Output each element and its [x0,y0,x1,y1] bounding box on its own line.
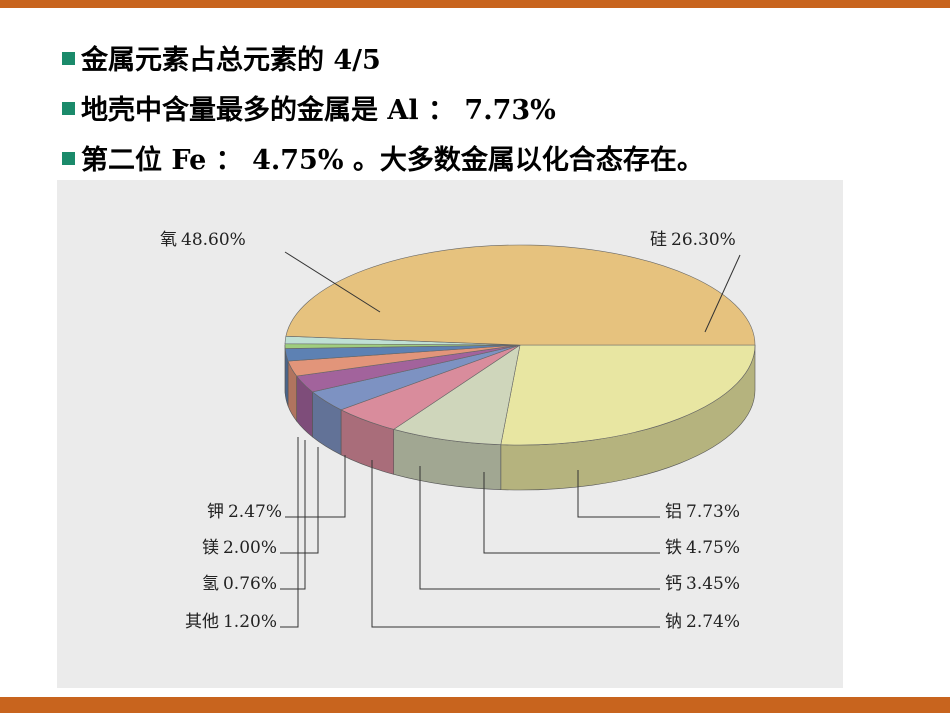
slice-category: 镁 [202,538,219,558]
pie-slice [392,344,521,445]
leader-line [284,251,381,313]
slice-value: 3.45% [686,574,740,594]
pie-slice [500,344,756,446]
slice-label: 硅 26.30% [650,230,736,250]
slice-value: 2.74% [686,612,740,632]
bottom-bar [0,697,950,713]
leader-line [483,472,660,554]
bullet: 第二位 Fe ： 4.75% 。大多数金属以化合态存在。 [62,136,704,186]
slice-value: 4.75% [686,538,740,558]
slice-category: 铝 [665,502,682,522]
slice-category: 钾 [207,502,224,522]
leader-line [280,440,306,590]
slice-value: 7.73% [686,502,740,522]
slice-label: 铝 7.73% [665,502,740,522]
slice-category: 铁 [665,538,682,558]
slice-label: 其他 1.20% [185,612,277,632]
leader-line [419,466,660,590]
slice-category: 氧 [160,230,177,250]
slice-label: 钾 2.47% [207,502,282,522]
slice-category: 氢 [202,574,219,594]
slice-value: 26.30% [671,230,736,250]
slice-label: 钠 2.74% [665,612,740,632]
slice-category: 钠 [665,612,682,632]
bullet: 地壳中含量最多的金属是 Al ： 7.73% [62,86,704,136]
leader-line [704,254,741,333]
slice-label: 钙 3.45% [665,574,740,594]
slice-category: 钙 [665,574,682,594]
leader-line [577,470,660,518]
top-bar [0,0,950,8]
slice-category: 其他 [185,612,219,632]
slice-label: 镁 2.00% [202,538,277,558]
slice-label: 铁 4.75% [665,538,740,558]
bullet-list: 金属元素占总元素的 4/5 地壳中含量最多的金属是 Al ： 7.73% 第二位… [62,36,704,186]
slice-value: 0.76% [223,574,277,594]
leader-line [280,437,299,628]
slice-label: 氢 0.76% [202,574,277,594]
slice-value: 48.60% [181,230,246,250]
slice-label: 氧 48.60% [160,230,246,250]
pie-slice [285,244,756,346]
leader-line [280,447,319,554]
bullet: 金属元素占总元素的 4/5 [62,36,704,86]
slice-value: 2.47% [228,502,282,522]
slice-value: 1.20% [223,612,277,632]
slice-value: 2.00% [223,538,277,558]
leader-line [371,460,660,628]
slice-category: 硅 [650,230,667,250]
